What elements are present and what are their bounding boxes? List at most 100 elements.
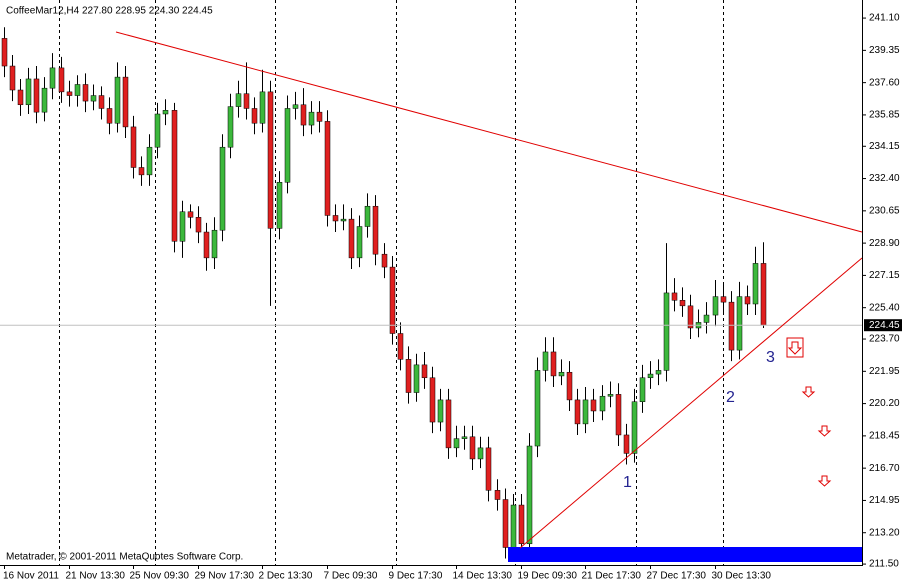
y-tick-label: 241.10	[869, 13, 900, 24]
candle-body	[49, 67, 56, 89]
x-tick-label: 21 Dec 17:30	[582, 571, 642, 582]
y-tick-label: 237.60	[869, 77, 900, 88]
candle-body	[485, 447, 492, 491]
candle-body	[736, 296, 743, 351]
candle-body	[251, 108, 258, 124]
candle-body	[566, 371, 573, 401]
candle-body	[558, 371, 565, 377]
y-tick-label: 225.40	[869, 302, 900, 313]
candle-body	[58, 67, 65, 93]
candle-body	[534, 370, 541, 447]
candle-body	[518, 504, 525, 545]
candle-body	[453, 438, 460, 449]
x-tick-label: 30 Dec 13:30	[712, 571, 772, 582]
candle-body	[720, 296, 727, 303]
candle-body	[243, 93, 250, 109]
candle-body	[679, 300, 686, 307]
y-tick-label: 216.70	[869, 463, 900, 474]
y-tick-label: 227.15	[869, 270, 900, 281]
candle-body	[712, 296, 719, 316]
x-tick-label: 14 Dec 13:30	[453, 571, 513, 582]
last-price-label: 224.45	[869, 320, 900, 331]
candle-body	[235, 93, 242, 107]
candle-body	[324, 121, 331, 216]
y-tick-label: 214.95	[869, 495, 900, 506]
candle-body	[615, 394, 622, 436]
candle-body	[1, 38, 8, 67]
period-separators	[59, 0, 724, 565]
candle-body	[17, 89, 24, 106]
wave-label: 2	[726, 389, 735, 406]
candle-body	[405, 359, 412, 393]
candle-body	[623, 434, 630, 454]
candle-body	[106, 108, 113, 124]
candle-body	[647, 373, 654, 379]
x-tick-label: 29 Nov 17:30	[195, 571, 255, 582]
x-tick-label: 2 Dec 13:30	[259, 571, 313, 582]
candle-body	[154, 113, 161, 148]
candle-body	[364, 205, 371, 227]
down-arrow	[817, 475, 832, 487]
y-tick-label: 239.35	[869, 45, 900, 56]
candle-body	[227, 106, 234, 148]
candle-body	[413, 364, 420, 393]
y-tick-label: 235.85	[869, 110, 900, 121]
candle-body	[590, 399, 597, 412]
y-tick-label: 218.45	[869, 431, 900, 442]
candle-body	[332, 215, 339, 222]
candle-body	[292, 104, 299, 109]
candle-body	[25, 78, 32, 106]
candle-body	[550, 351, 557, 377]
candle-body	[728, 301, 735, 351]
candle-body	[494, 490, 501, 500]
candle-body	[655, 370, 662, 375]
candle-body	[510, 504, 517, 548]
candle-body	[663, 292, 670, 371]
candle-body	[284, 108, 291, 183]
candle-body	[582, 399, 589, 425]
y-tick-label: 221.95	[869, 366, 900, 377]
candle-body	[33, 78, 40, 113]
down-arrow	[817, 425, 832, 437]
x-tick-label: 27 Dec 17:30	[647, 571, 707, 582]
candle-body	[219, 146, 226, 231]
x-tick-label: 7 Dec 09:30	[324, 571, 378, 582]
candle-body	[82, 84, 89, 102]
candle-body	[703, 314, 710, 323]
resistance-trendline	[115, 31, 863, 233]
candle-body	[671, 292, 678, 301]
copyright: Metatrader, © 2001-2011 MetaQuotes Softw…	[6, 552, 243, 563]
candle-body	[98, 95, 105, 109]
candle-body	[9, 65, 16, 91]
candle-body	[300, 104, 307, 126]
candle-body	[574, 399, 581, 425]
y-tick-label: 232.40	[869, 173, 900, 184]
support-trendline	[519, 257, 863, 549]
candle-body	[179, 211, 186, 242]
down-arrow	[787, 341, 803, 355]
candle-body	[340, 218, 347, 222]
candle-body	[316, 111, 323, 122]
candle-body	[477, 447, 484, 460]
x-tick-label: 9 Dec 17:30	[389, 571, 443, 582]
candle-body	[74, 84, 81, 96]
arrows	[786, 337, 832, 487]
candle-body	[397, 333, 404, 360]
candle-body	[372, 205, 379, 255]
plot-area	[0, 27, 862, 559]
candle-body	[146, 146, 153, 176]
last-price-box	[864, 319, 902, 332]
candle-body	[259, 91, 266, 124]
candle-body	[502, 499, 509, 548]
candle-body	[276, 181, 283, 229]
candle-body	[41, 87, 48, 113]
candle-body	[130, 126, 137, 168]
candle-body	[461, 436, 468, 439]
y-tick-label: 234.15	[869, 141, 900, 152]
candle-body	[599, 395, 606, 412]
candle-body	[631, 401, 638, 454]
candle-body	[526, 445, 533, 545]
candle-body	[138, 167, 145, 176]
